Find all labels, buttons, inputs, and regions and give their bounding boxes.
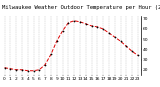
Text: Milwaukee Weather Outdoor Temperature per Hour (24 Hours): Milwaukee Weather Outdoor Temperature pe… — [2, 5, 160, 10]
